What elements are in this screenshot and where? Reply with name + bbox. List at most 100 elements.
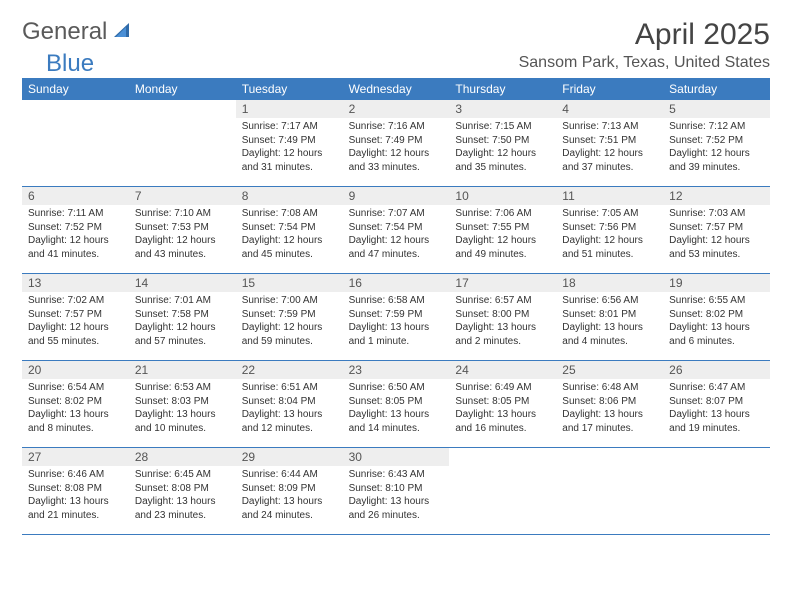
calendar-daynum: 23	[343, 361, 450, 379]
calendar-day-details: Sunrise: 6:55 AMSunset: 8:02 PMDaylight:…	[663, 292, 770, 352]
calendar-cell: 10Sunrise: 7:06 AMSunset: 7:55 PMDayligh…	[449, 187, 556, 273]
calendar-daynum	[22, 100, 129, 118]
calendar-cell	[556, 448, 663, 534]
calendar-cell	[129, 100, 236, 186]
calendar-cell: 14Sunrise: 7:01 AMSunset: 7:58 PMDayligh…	[129, 274, 236, 360]
calendar-cell: 3Sunrise: 7:15 AMSunset: 7:50 PMDaylight…	[449, 100, 556, 186]
calendar-column-header: Saturday	[663, 78, 770, 100]
calendar-cell: 22Sunrise: 6:51 AMSunset: 8:04 PMDayligh…	[236, 361, 343, 447]
calendar-day-details: Sunrise: 7:08 AMSunset: 7:54 PMDaylight:…	[236, 205, 343, 265]
calendar-daynum: 29	[236, 448, 343, 466]
calendar-cell: 12Sunrise: 7:03 AMSunset: 7:57 PMDayligh…	[663, 187, 770, 273]
calendar-cell: 21Sunrise: 6:53 AMSunset: 8:03 PMDayligh…	[129, 361, 236, 447]
calendar-day-details: Sunrise: 7:17 AMSunset: 7:49 PMDaylight:…	[236, 118, 343, 178]
calendar-column-header: Thursday	[449, 78, 556, 100]
calendar-cell	[449, 448, 556, 534]
calendar-day-details: Sunrise: 7:01 AMSunset: 7:58 PMDaylight:…	[129, 292, 236, 352]
calendar-cell: 28Sunrise: 6:45 AMSunset: 8:08 PMDayligh…	[129, 448, 236, 534]
calendar-daynum: 24	[449, 361, 556, 379]
calendar-cell: 29Sunrise: 6:44 AMSunset: 8:09 PMDayligh…	[236, 448, 343, 534]
calendar-week-row: 6Sunrise: 7:11 AMSunset: 7:52 PMDaylight…	[22, 187, 770, 274]
calendar-day-details: Sunrise: 7:06 AMSunset: 7:55 PMDaylight:…	[449, 205, 556, 265]
calendar-daynum	[449, 448, 556, 466]
calendar-daynum	[129, 100, 236, 118]
calendar-day-details: Sunrise: 6:50 AMSunset: 8:05 PMDaylight:…	[343, 379, 450, 439]
calendar-cell: 16Sunrise: 6:58 AMSunset: 7:59 PMDayligh…	[343, 274, 450, 360]
calendar-day-details: Sunrise: 6:47 AMSunset: 8:07 PMDaylight:…	[663, 379, 770, 439]
calendar-column-header: Tuesday	[236, 78, 343, 100]
calendar-cell: 23Sunrise: 6:50 AMSunset: 8:05 PMDayligh…	[343, 361, 450, 447]
calendar-column-header: Friday	[556, 78, 663, 100]
calendar-daynum: 14	[129, 274, 236, 292]
calendar-daynum: 26	[663, 361, 770, 379]
calendar-day-details: Sunrise: 6:45 AMSunset: 8:08 PMDaylight:…	[129, 466, 236, 526]
calendar-daynum: 20	[22, 361, 129, 379]
calendar-cell	[663, 448, 770, 534]
calendar-daynum: 21	[129, 361, 236, 379]
calendar-cell: 1Sunrise: 7:17 AMSunset: 7:49 PMDaylight…	[236, 100, 343, 186]
calendar-cell: 24Sunrise: 6:49 AMSunset: 8:05 PMDayligh…	[449, 361, 556, 447]
calendar-day-details: Sunrise: 6:54 AMSunset: 8:02 PMDaylight:…	[22, 379, 129, 439]
calendar-cell: 26Sunrise: 6:47 AMSunset: 8:07 PMDayligh…	[663, 361, 770, 447]
calendar-column-header: Wednesday	[343, 78, 450, 100]
calendar-daynum: 19	[663, 274, 770, 292]
calendar-daynum: 2	[343, 100, 450, 118]
calendar-week-row: 13Sunrise: 7:02 AMSunset: 7:57 PMDayligh…	[22, 274, 770, 361]
calendar-day-details: Sunrise: 7:02 AMSunset: 7:57 PMDaylight:…	[22, 292, 129, 352]
calendar-daynum: 16	[343, 274, 450, 292]
brand-sail-icon	[111, 18, 133, 46]
calendar-day-details: Sunrise: 7:00 AMSunset: 7:59 PMDaylight:…	[236, 292, 343, 352]
brand-logo: General	[22, 18, 135, 46]
calendar-cell: 19Sunrise: 6:55 AMSunset: 8:02 PMDayligh…	[663, 274, 770, 360]
calendar-day-details: Sunrise: 7:12 AMSunset: 7:52 PMDaylight:…	[663, 118, 770, 178]
calendar-daynum: 1	[236, 100, 343, 118]
calendar-week-row: 20Sunrise: 6:54 AMSunset: 8:02 PMDayligh…	[22, 361, 770, 448]
calendar-daynum: 22	[236, 361, 343, 379]
calendar-body: 1Sunrise: 7:17 AMSunset: 7:49 PMDaylight…	[22, 100, 770, 535]
calendar-day-details: Sunrise: 6:49 AMSunset: 8:05 PMDaylight:…	[449, 379, 556, 439]
calendar-day-details: Sunrise: 7:07 AMSunset: 7:54 PMDaylight:…	[343, 205, 450, 265]
calendar-column-header: Sunday	[22, 78, 129, 100]
calendar-daynum: 7	[129, 187, 236, 205]
calendar-cell: 13Sunrise: 7:02 AMSunset: 7:57 PMDayligh…	[22, 274, 129, 360]
brand-word2: Blue	[46, 50, 94, 78]
calendar-cell: 7Sunrise: 7:10 AMSunset: 7:53 PMDaylight…	[129, 187, 236, 273]
calendar-daynum: 12	[663, 187, 770, 205]
calendar: SundayMondayTuesdayWednesdayThursdayFrid…	[22, 78, 770, 535]
calendar-day-details: Sunrise: 7:10 AMSunset: 7:53 PMDaylight:…	[129, 205, 236, 265]
brand-sub: Blue	[22, 50, 94, 78]
calendar-daynum: 25	[556, 361, 663, 379]
calendar-daynum: 9	[343, 187, 450, 205]
calendar-day-details: Sunrise: 6:48 AMSunset: 8:06 PMDaylight:…	[556, 379, 663, 439]
location-text: Sansom Park, Texas, United States	[519, 54, 770, 72]
calendar-cell: 2Sunrise: 7:16 AMSunset: 7:49 PMDaylight…	[343, 100, 450, 186]
calendar-day-details: Sunrise: 7:05 AMSunset: 7:56 PMDaylight:…	[556, 205, 663, 265]
calendar-daynum: 18	[556, 274, 663, 292]
calendar-daynum: 11	[556, 187, 663, 205]
calendar-cell: 15Sunrise: 7:00 AMSunset: 7:59 PMDayligh…	[236, 274, 343, 360]
calendar-daynum: 6	[22, 187, 129, 205]
brand-word1: General	[22, 18, 107, 46]
calendar-daynum: 3	[449, 100, 556, 118]
calendar-week-row: 1Sunrise: 7:17 AMSunset: 7:49 PMDaylight…	[22, 100, 770, 187]
calendar-cell: 8Sunrise: 7:08 AMSunset: 7:54 PMDaylight…	[236, 187, 343, 273]
calendar-daynum: 5	[663, 100, 770, 118]
calendar-column-header: Monday	[129, 78, 236, 100]
calendar-day-details: Sunrise: 7:11 AMSunset: 7:52 PMDaylight:…	[22, 205, 129, 265]
calendar-day-details: Sunrise: 6:57 AMSunset: 8:00 PMDaylight:…	[449, 292, 556, 352]
calendar-day-details: Sunrise: 6:51 AMSunset: 8:04 PMDaylight:…	[236, 379, 343, 439]
calendar-week-row: 27Sunrise: 6:46 AMSunset: 8:08 PMDayligh…	[22, 448, 770, 535]
header: General April 2025	[22, 18, 770, 52]
calendar-daynum: 27	[22, 448, 129, 466]
calendar-day-header: SundayMondayTuesdayWednesdayThursdayFrid…	[22, 78, 770, 100]
calendar-cell: 17Sunrise: 6:57 AMSunset: 8:00 PMDayligh…	[449, 274, 556, 360]
calendar-daynum	[663, 448, 770, 466]
calendar-day-details: Sunrise: 7:03 AMSunset: 7:57 PMDaylight:…	[663, 205, 770, 265]
calendar-day-details: Sunrise: 7:13 AMSunset: 7:51 PMDaylight:…	[556, 118, 663, 178]
calendar-cell: 5Sunrise: 7:12 AMSunset: 7:52 PMDaylight…	[663, 100, 770, 186]
calendar-daynum: 30	[343, 448, 450, 466]
calendar-cell: 30Sunrise: 6:43 AMSunset: 8:10 PMDayligh…	[343, 448, 450, 534]
page-title: April 2025	[635, 18, 770, 52]
calendar-cell: 20Sunrise: 6:54 AMSunset: 8:02 PMDayligh…	[22, 361, 129, 447]
calendar-day-details: Sunrise: 6:43 AMSunset: 8:10 PMDaylight:…	[343, 466, 450, 526]
